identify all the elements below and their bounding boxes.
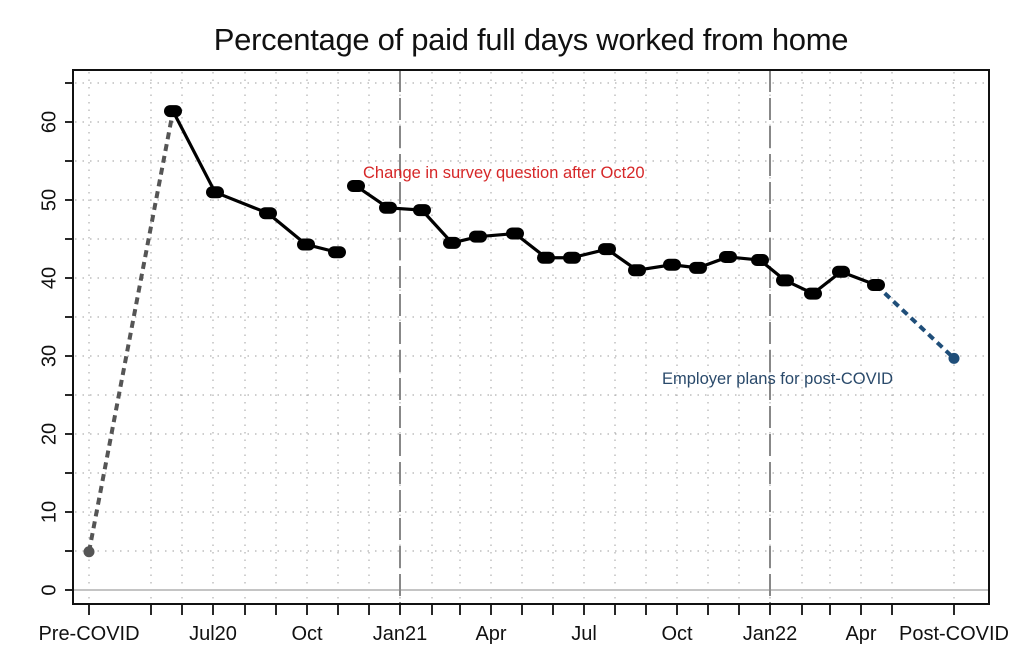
data-point-marker [689, 261, 707, 274]
data-point-marker [328, 246, 346, 259]
data-point-marker [628, 264, 646, 277]
x-tick-label: Jul [571, 623, 597, 645]
y-tick-label: 50 [38, 189, 60, 211]
solid-segment [171, 110, 338, 254]
data-point-marker [776, 274, 794, 287]
data-point-marker [563, 251, 581, 264]
x-tick-label: Pre-COVID [38, 623, 139, 645]
data-point-marker [537, 251, 555, 264]
data-point-marker [598, 243, 616, 256]
annotations: Change in survey question after Oct20 Em… [363, 164, 893, 388]
reference-lines [399, 70, 771, 604]
data-point-marker [164, 105, 182, 118]
employer-plans-annotation: Employer plans for post-COVID [662, 370, 893, 388]
plot-frame [72, 69, 990, 605]
data-point-marker [413, 204, 431, 217]
data-point-marker [206, 186, 224, 199]
data-point-marker [751, 254, 769, 267]
data-point-marker [297, 238, 315, 251]
x-tick-label: Apr [475, 623, 506, 645]
data-point-marker [804, 287, 822, 300]
x-tick-label: Oct [291, 623, 323, 645]
data-point-marker [379, 201, 397, 214]
x-tick-label: Post-COVID [899, 623, 1009, 645]
y-axis: 0 10 20 30 40 50 60 [38, 82, 73, 596]
y-tick-label: 40 [38, 267, 60, 289]
y-tick-label: 20 [38, 423, 60, 445]
data-point-marker [443, 236, 461, 249]
y-tick-label: 10 [38, 501, 60, 523]
data-point-marker [469, 230, 487, 243]
data-point-marker [867, 279, 885, 292]
x-tick-label: Oct [661, 623, 693, 645]
chart-title: Percentage of paid full days worked from… [213, 22, 849, 57]
x-tick-label: Jan21 [373, 623, 428, 645]
data-series [83, 105, 960, 558]
dashed-segment [874, 283, 956, 360]
data-point-marker [719, 250, 737, 263]
x-axis: Pre-COVID Jul20 Oct Jan21 Apr Jul Oct Jan22 Apr P… [38, 604, 1009, 645]
data-point-marker [347, 179, 365, 192]
data-point-marker [506, 227, 524, 240]
data-point-marker [83, 546, 95, 558]
x-tick-label: Apr [845, 623, 876, 645]
y-tick-label: 30 [38, 345, 60, 367]
data-point-marker [948, 352, 960, 364]
x-tick-label: Jan22 [743, 623, 798, 645]
y-tick-label: 60 [38, 111, 60, 133]
data-point-marker [259, 207, 277, 220]
dashed-segment [87, 110, 175, 553]
y-tick-label: 0 [38, 584, 60, 595]
x-tick-label: Jul20 [189, 623, 237, 645]
data-point-marker [663, 258, 681, 271]
survey-change-annotation: Change in survey question after Oct20 [363, 164, 645, 182]
grid-lines [75, 72, 987, 602]
